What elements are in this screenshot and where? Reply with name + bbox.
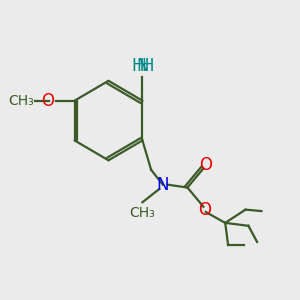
Text: H: H <box>131 57 143 75</box>
Text: O: O <box>41 92 55 110</box>
Text: N: N <box>136 57 149 75</box>
Text: H: H <box>141 57 154 75</box>
Text: CH₃: CH₃ <box>8 94 34 108</box>
Text: O: O <box>199 157 212 175</box>
Text: CH₃: CH₃ <box>130 206 155 220</box>
Text: O: O <box>198 201 212 219</box>
Text: N: N <box>157 176 169 194</box>
